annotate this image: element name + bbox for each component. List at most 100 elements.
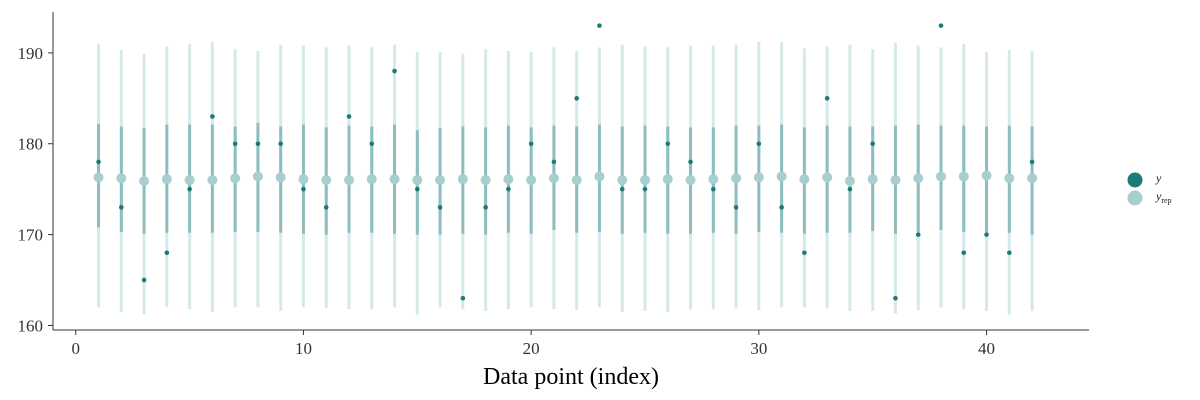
yrep-point [867, 174, 878, 185]
x-tick-label: 40 [978, 339, 995, 358]
y-point [323, 205, 329, 210]
yrep-point [913, 173, 924, 184]
yrep-point [548, 173, 559, 184]
y-point [392, 68, 397, 74]
yrep-point [640, 175, 650, 186]
y-point [210, 114, 215, 119]
yrep-point [890, 175, 901, 186]
y-point [232, 141, 238, 147]
yrep-point [344, 175, 354, 186]
yrep-point [799, 174, 810, 185]
y-point [187, 186, 192, 192]
yrep-point [844, 175, 855, 186]
y-point [824, 96, 830, 101]
y-point [1007, 250, 1012, 256]
yrep-point [731, 173, 742, 184]
y-point [119, 205, 124, 210]
yrep-point [93, 172, 104, 183]
y-point [437, 205, 443, 210]
yrep-point [207, 175, 218, 186]
x-tick-label: 10 [295, 339, 312, 358]
yrep-point [139, 175, 150, 186]
yrep-point [298, 174, 309, 185]
yrep-point [617, 175, 628, 186]
yrep-point [412, 175, 423, 186]
yrep-point [366, 174, 377, 185]
legend-yrep-main: y [1155, 189, 1162, 203]
yrep-point [776, 171, 787, 182]
y-point [961, 250, 967, 256]
yrep-point [571, 175, 582, 186]
y-point [141, 277, 147, 283]
yrep-point [389, 174, 400, 185]
yrep-point [161, 174, 172, 185]
y-point [756, 141, 762, 147]
yrep-point [662, 174, 673, 185]
y-tick-label: 180 [18, 135, 44, 154]
y-point [483, 205, 488, 210]
y-point [893, 295, 898, 301]
y-ticks: 160 170 180 190 [18, 44, 53, 335]
yrep-point [685, 175, 696, 186]
x-tick-label: 20 [523, 339, 540, 358]
y-point [642, 186, 648, 192]
yrep-point [503, 174, 514, 185]
yrep-point [116, 173, 127, 184]
y-point [96, 159, 101, 165]
yrep-point [526, 175, 537, 186]
y-point [802, 250, 807, 256]
yrep-point [1004, 173, 1015, 184]
y-point [528, 141, 534, 147]
plot-area [93, 23, 1038, 315]
y-tick-label: 190 [18, 44, 44, 63]
y-point [733, 205, 739, 210]
legend-yrep-sub: rep [1161, 196, 1171, 205]
legend-yrep-label: yrep [1155, 189, 1172, 205]
x-ticks: 0 10 20 30 40 [72, 330, 995, 358]
y-point [278, 141, 283, 147]
yrep-point [594, 171, 605, 182]
yrep-point [958, 171, 969, 182]
y-point [346, 114, 352, 119]
y-point [711, 186, 716, 192]
yrep-point [1027, 173, 1038, 184]
y-axis: 160 170 180 190 [18, 12, 54, 335]
legend-y-marker [1127, 172, 1143, 188]
y-point [619, 186, 625, 192]
y-point [164, 250, 170, 256]
legend-y-label: y [1155, 171, 1162, 185]
y-point [369, 141, 375, 147]
legend: y yrep [1127, 171, 1172, 206]
yrep-point [822, 172, 833, 183]
y-point [870, 141, 875, 147]
y-point [255, 141, 261, 147]
y-tick-label: 160 [18, 316, 44, 335]
x-axis: 0 10 20 30 40 Data point (index) [53, 329, 1089, 390]
legend-yrep-marker [1127, 190, 1143, 206]
y-point [984, 232, 989, 237]
y-point [665, 141, 671, 147]
y-point [938, 23, 944, 28]
yrep-point [480, 175, 491, 186]
yrep-point [936, 171, 946, 182]
y-point [551, 159, 557, 165]
yrep-point [457, 174, 468, 185]
yrep-point [275, 172, 286, 183]
x-tick-label: 30 [750, 339, 767, 358]
y-point [779, 205, 784, 210]
y-point [847, 186, 853, 192]
y-point [301, 186, 306, 192]
yrep-point [753, 172, 764, 183]
yrep-point [435, 175, 446, 186]
yrep-point [321, 175, 332, 186]
y-point [506, 186, 511, 192]
x-axis-title: Data point (index) [483, 364, 659, 390]
y-point [574, 96, 579, 101]
yrep-point [252, 171, 263, 182]
y-point [1029, 159, 1035, 165]
y-point [688, 159, 693, 165]
yrep-point [708, 174, 719, 185]
y-tick-label: 170 [18, 226, 44, 245]
y-point [415, 186, 420, 192]
